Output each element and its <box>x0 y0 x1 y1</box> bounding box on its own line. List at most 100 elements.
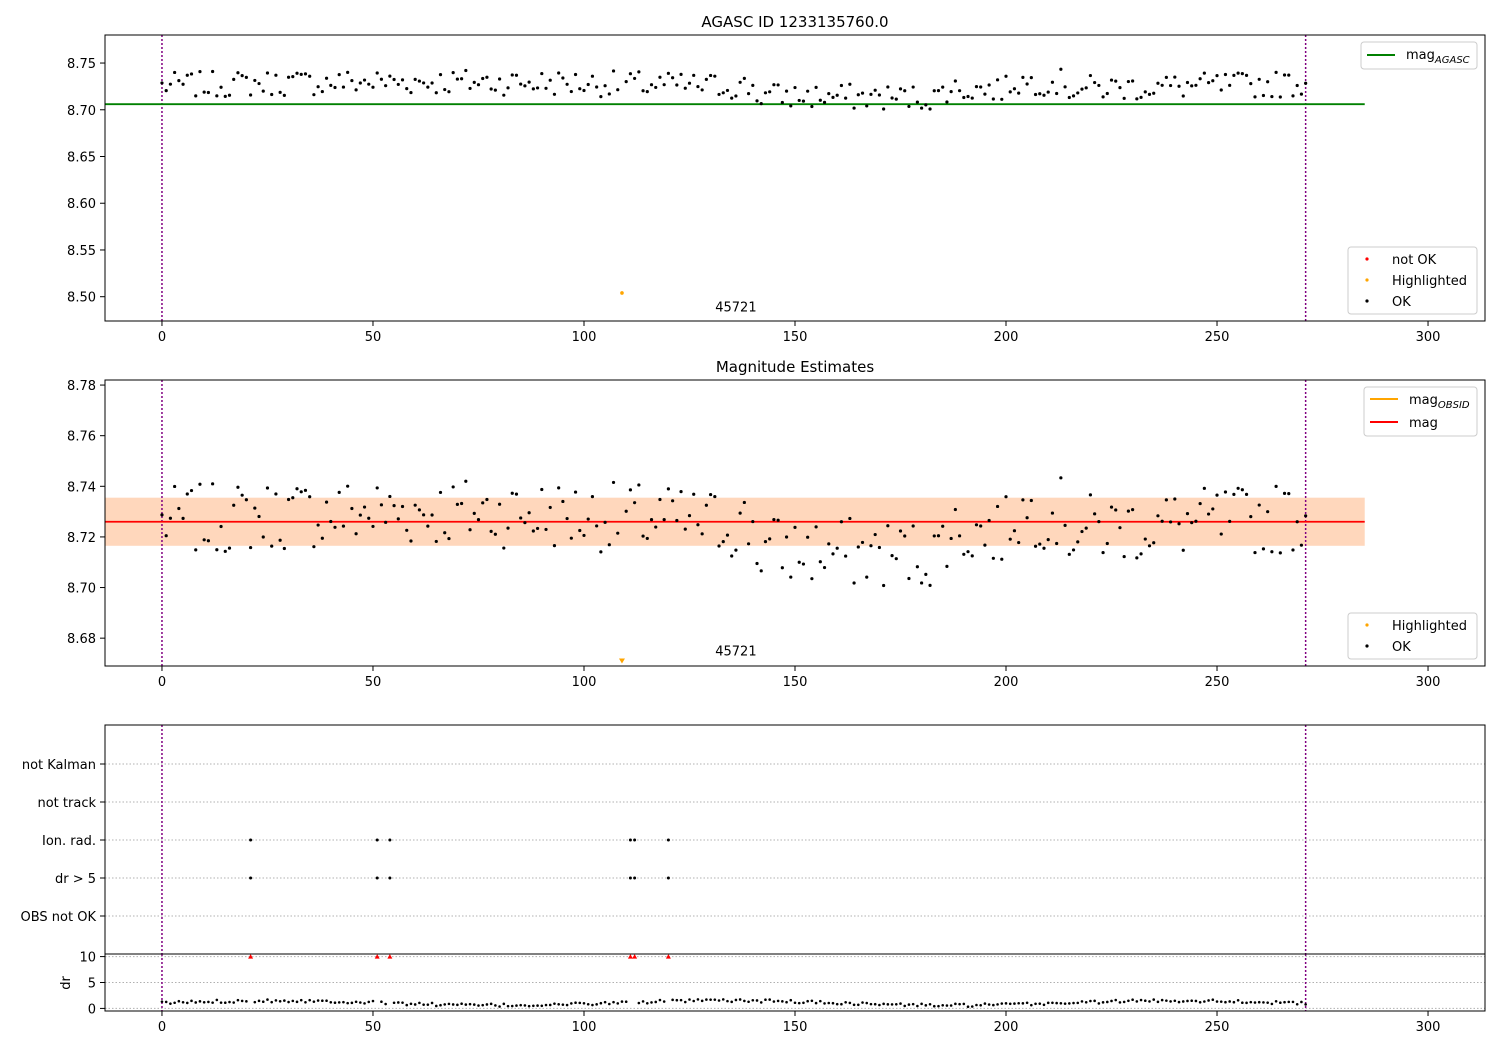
flag-label: Ion. rad. <box>42 834 96 849</box>
ok-point <box>793 85 797 90</box>
ok-point <box>324 76 329 80</box>
ok-point <box>662 517 666 522</box>
dr-point <box>831 1001 835 1005</box>
ok-point <box>1147 92 1152 96</box>
ok-point <box>405 87 409 91</box>
ok-point <box>1012 529 1017 533</box>
ok-point <box>1244 492 1249 496</box>
dr-point <box>430 1001 434 1005</box>
ok-point <box>1223 72 1228 77</box>
ok-point <box>367 82 371 86</box>
ok-point <box>1278 95 1282 99</box>
dr-point <box>477 1004 480 1007</box>
dr-point <box>1219 1000 1223 1003</box>
ok-point <box>953 79 957 83</box>
dr-point <box>544 1003 548 1007</box>
ok-point <box>1206 81 1211 85</box>
ok-point <box>966 550 970 554</box>
dr-point <box>278 999 282 1003</box>
ok-point <box>1131 508 1135 512</box>
ok-point <box>1000 97 1004 101</box>
ok-point <box>1194 519 1198 523</box>
ok-point <box>464 68 468 73</box>
dr-point <box>878 1003 881 1007</box>
ok-point <box>666 487 670 491</box>
dr-point <box>561 1003 565 1006</box>
ok-point <box>295 71 299 75</box>
dr-point <box>519 1003 522 1007</box>
dr-point <box>1177 1000 1181 1004</box>
ok-point <box>460 77 464 81</box>
ok-point <box>721 539 725 544</box>
dr-point <box>755 999 759 1002</box>
ok-point <box>1304 81 1308 85</box>
legend-label-ok: OK <box>1392 640 1411 655</box>
ok-point <box>932 534 936 538</box>
dr-point <box>700 999 704 1003</box>
ok-point <box>1063 523 1067 527</box>
ok-point <box>915 100 919 104</box>
line-legend: magAGASC <box>1360 41 1478 70</box>
ok-point <box>1008 90 1012 94</box>
dr-point <box>405 1003 409 1007</box>
dr-point <box>1076 1001 1080 1005</box>
ok-point <box>1185 512 1190 516</box>
dr-point <box>1127 999 1130 1003</box>
ok-point <box>700 88 704 92</box>
ok-point <box>991 97 995 101</box>
ok-point <box>945 564 949 568</box>
flag-label: not track <box>37 796 96 811</box>
ok-point <box>417 508 422 512</box>
dr-clipped-marker <box>665 954 671 959</box>
ok-point <box>1055 91 1059 96</box>
ok-point <box>1211 79 1215 83</box>
legend-label-ok: OK <box>1392 295 1411 310</box>
ok-point <box>679 490 683 494</box>
obsid-annotation: 45721 <box>715 300 756 315</box>
dr-point <box>173 1001 176 1005</box>
dr-point <box>261 1000 265 1004</box>
ok-point <box>1114 508 1118 512</box>
dr-clipped-marker <box>374 954 380 959</box>
ok-point <box>569 536 573 540</box>
ok-point <box>941 524 945 528</box>
ok-point <box>742 500 746 505</box>
dr-point <box>886 1003 890 1006</box>
ok-point <box>248 93 253 97</box>
ok-point <box>320 89 324 94</box>
ok-point <box>590 74 595 78</box>
dr-point <box>979 1004 982 1007</box>
ok-point <box>527 80 531 84</box>
ok-point <box>641 89 645 93</box>
dr-point <box>1165 999 1168 1002</box>
dr-point <box>1304 1003 1307 1006</box>
flag-label: dr > 5 <box>55 872 96 887</box>
ok-point <box>384 84 388 88</box>
dr-point <box>422 1003 425 1006</box>
ok-point <box>839 520 844 524</box>
dr-point <box>650 1001 653 1004</box>
ok-point <box>1012 87 1017 91</box>
ok-point <box>717 92 721 97</box>
dr-panel: 0 50 100 150 200 250 300 0 5 10 dr <box>59 951 1485 1035</box>
dr-point <box>869 1002 873 1006</box>
ok-point <box>303 488 308 492</box>
x-axis: 0 50 100 150 200 250 300 <box>158 1011 1440 1035</box>
ok-point <box>1156 514 1160 518</box>
ok-point <box>455 77 459 81</box>
ok-point <box>236 485 240 489</box>
ok-point <box>476 83 481 87</box>
ok-point <box>1160 519 1164 523</box>
ok-point <box>806 535 810 539</box>
ok-point <box>1274 70 1278 75</box>
dr-point <box>1110 999 1113 1003</box>
ok-point <box>628 488 633 492</box>
ok-point <box>1219 88 1223 92</box>
ok-point <box>194 94 198 98</box>
ok-point <box>422 81 426 85</box>
dr-point <box>266 998 269 1001</box>
ok-point <box>261 535 265 539</box>
ok-point <box>346 484 350 488</box>
ok-point <box>827 92 831 96</box>
x-tick-label: 50 <box>365 675 382 690</box>
